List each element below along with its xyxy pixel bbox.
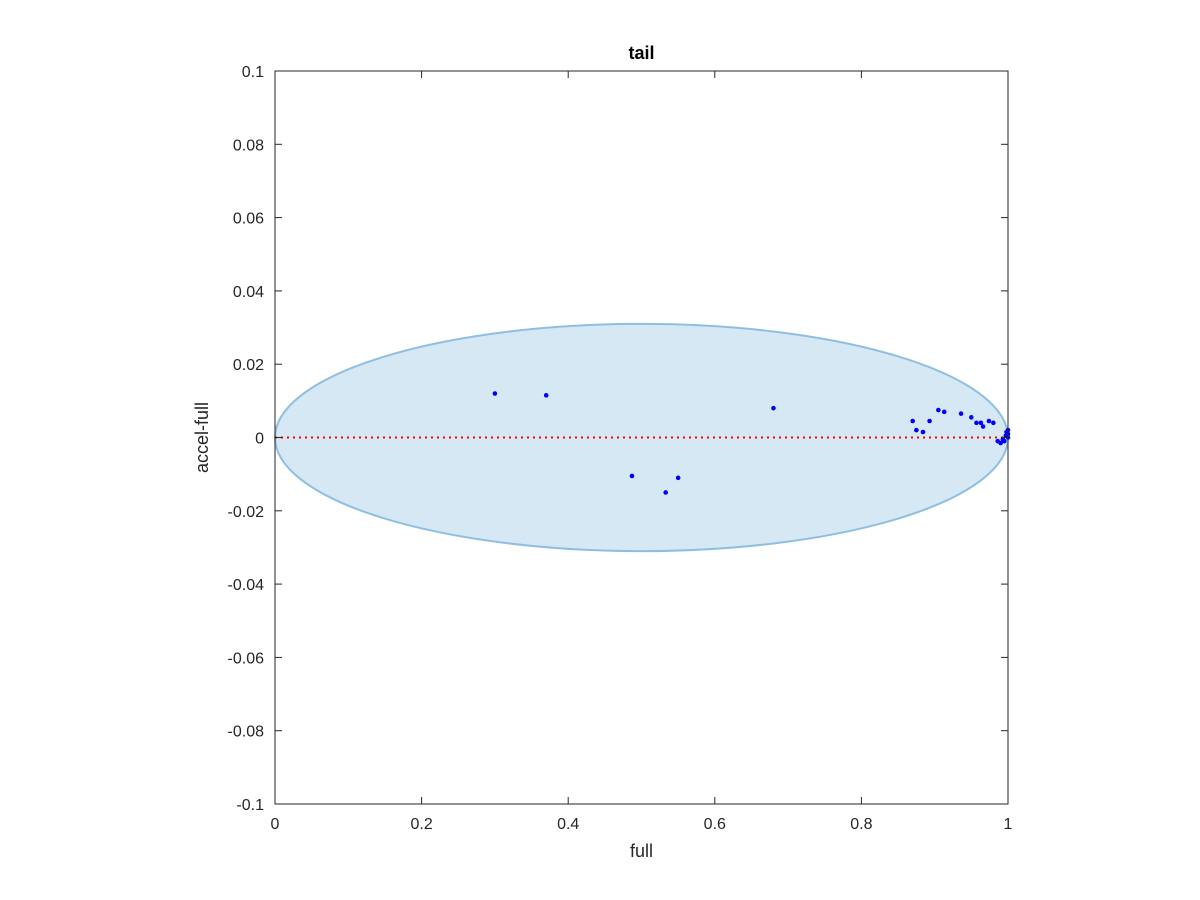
y-tick-label: -0.02 (228, 504, 265, 521)
data-point (998, 440, 1003, 446)
data-point (910, 418, 916, 424)
data-point (980, 424, 986, 429)
data-point (936, 407, 941, 413)
x-tick-label: 0.4 (557, 816, 579, 833)
chart-title: tail (628, 43, 654, 63)
y-tick-label: 0.04 (233, 284, 264, 301)
data-point (969, 415, 974, 420)
y-tick-label: 0.02 (233, 357, 264, 374)
y-tick-label: -0.06 (228, 650, 265, 667)
data-point (920, 429, 926, 435)
x-tick-label: 0.6 (704, 816, 726, 833)
x-tick-label: 0.2 (410, 816, 432, 833)
x-axis-label: full (630, 841, 653, 861)
data-point (675, 475, 681, 481)
x-tick-label: 0.8 (850, 816, 872, 833)
y-tick-label: -0.04 (228, 577, 265, 594)
y-tick-label: 0 (255, 431, 264, 448)
y-tick-label: 0.1 (242, 64, 264, 81)
data-point (771, 405, 776, 411)
data-point (629, 473, 635, 479)
data-point (1002, 438, 1007, 444)
data-point (978, 420, 984, 426)
y-axis-label: accel-full (192, 402, 212, 473)
data-point (914, 427, 919, 433)
data-point (941, 409, 947, 415)
y-tick-label: -0.1 (236, 797, 264, 814)
data-point (927, 418, 932, 424)
data-point (991, 420, 996, 426)
y-tick-label: 0.06 (233, 211, 264, 228)
y-tick-label: 0.08 (233, 137, 264, 154)
data-point (986, 418, 992, 424)
data-point (492, 391, 498, 396)
data-point (663, 490, 668, 495)
y-tick-label: -0.08 (228, 724, 265, 741)
data-point (974, 420, 979, 426)
x-tick-label: 1 (1004, 816, 1013, 833)
data-point (958, 411, 964, 416)
x-tick-label: 0 (271, 816, 280, 833)
data-point (543, 393, 549, 398)
